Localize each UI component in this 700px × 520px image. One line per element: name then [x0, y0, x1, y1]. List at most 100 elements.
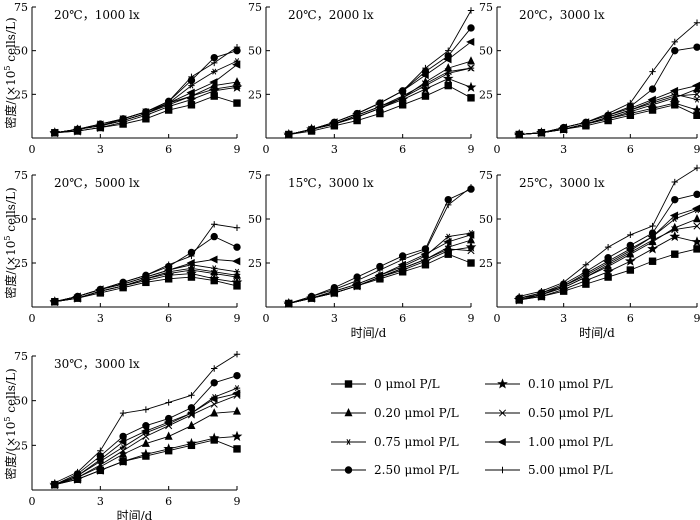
- data-point: [51, 129, 58, 136]
- data-point: [233, 243, 241, 251]
- x-tick-label: 9: [468, 143, 475, 156]
- series-7: [51, 43, 241, 136]
- data-point: [233, 385, 241, 392]
- data-point: [165, 399, 172, 406]
- data-point: [119, 115, 127, 122]
- data-point: [353, 110, 361, 117]
- x-tick-label: 0: [263, 312, 270, 325]
- data-point: [140, 427, 150, 436]
- data-point: [399, 87, 406, 95]
- legend-entry: 0.20 μmol P/L: [331, 406, 459, 420]
- y-tick-label: 50: [479, 213, 493, 226]
- data-point: [669, 230, 681, 242]
- data-point: [422, 64, 429, 72]
- data-point: [308, 293, 315, 300]
- x-axis-label: 时间/d: [117, 509, 153, 520]
- legend-marker: [497, 378, 508, 389]
- data-point: [209, 255, 218, 264]
- data-point: [627, 231, 634, 239]
- chart-panel-7: 0 3 6 9 25 50 75 30℃，3000 lx 时间/d: [14, 350, 243, 520]
- data-point: [649, 68, 656, 75]
- data-point: [186, 437, 197, 449]
- panel-title: 20℃，3000 lx: [519, 8, 605, 22]
- data-point: [165, 98, 172, 105]
- data-point: [51, 479, 58, 487]
- data-point: [308, 126, 315, 133]
- data-point: [671, 226, 679, 234]
- x-tick-label: 6: [627, 312, 634, 325]
- data-point: [582, 268, 590, 276]
- data-point: [211, 68, 218, 75]
- y-tick-label: 25: [14, 88, 28, 101]
- data-point: [210, 85, 218, 93]
- legend-label: 0.20 μmol P/L: [374, 406, 459, 420]
- data-point: [538, 287, 545, 295]
- legend-entry: 0.50 μmol P/L: [485, 406, 613, 420]
- data-point: [119, 279, 127, 286]
- x-tick-label: 6: [165, 143, 172, 156]
- data-point: [669, 97, 681, 108]
- x-tick-label: 6: [627, 143, 634, 156]
- data-point: [232, 257, 241, 266]
- data-point: [331, 286, 338, 293]
- data-point: [164, 414, 173, 423]
- y-axis-label-unit: cells/L): [4, 17, 18, 65]
- legend-marker: [344, 466, 353, 474]
- data-point: [119, 409, 127, 417]
- data-point: [51, 298, 58, 305]
- y-axis-label-unit: cells/L): [4, 368, 18, 416]
- data-point: [467, 235, 475, 244]
- data-point: [649, 222, 656, 230]
- series-7: [51, 221, 241, 305]
- x-tick-label: 6: [165, 495, 172, 508]
- data-point: [74, 126, 81, 133]
- series-line: [54, 223, 238, 303]
- data-point: [465, 241, 477, 252]
- data-point: [604, 243, 612, 251]
- series-line: [288, 41, 472, 135]
- x-tick-label: 9: [468, 312, 475, 325]
- data-point: [211, 265, 218, 272]
- y-tick-label: 75: [14, 169, 28, 182]
- data-point: [467, 65, 475, 72]
- data-point: [467, 56, 475, 65]
- legend-entry: 0.10 μmol P/L: [485, 377, 613, 391]
- y-tick-label: 50: [14, 45, 28, 58]
- data-point: [165, 261, 172, 268]
- data-point: [352, 280, 361, 289]
- y-axis-label: 密度/(×105 cells/L): [3, 187, 18, 298]
- data-point: [466, 37, 475, 46]
- y-tick-label: 25: [479, 88, 493, 101]
- data-point: [97, 122, 104, 129]
- data-point: [233, 43, 241, 51]
- x-tick-label: 6: [165, 312, 172, 325]
- data-point: [445, 70, 452, 77]
- y-tick-label: 75: [14, 350, 28, 363]
- y-axis-label: 密度/(×105 cells/L): [3, 17, 18, 128]
- panel-title: 20℃，5000 lx: [54, 176, 140, 190]
- data-point: [74, 293, 81, 300]
- data-point: [331, 119, 338, 126]
- data-point: [233, 224, 241, 231]
- data-point: [74, 468, 81, 476]
- data-point: [142, 108, 150, 115]
- data-point: [233, 445, 241, 453]
- data-point: [186, 88, 195, 97]
- legend-entry: 5.00 μmol P/L: [485, 463, 613, 477]
- chart-panel-6: 0 3 6 9 25 50 75 25℃，3000 lx 时间/d: [479, 164, 700, 340]
- data-point: [209, 394, 218, 403]
- data-point: [420, 83, 431, 94]
- data-point: [693, 222, 700, 230]
- data-point: [142, 421, 150, 430]
- x-tick-label: 3: [97, 143, 104, 156]
- x-tick-label: 0: [494, 312, 501, 325]
- x-tick-label: 0: [29, 143, 36, 156]
- y-tick-label: 25: [479, 257, 493, 270]
- x-tick-label: 3: [97, 495, 104, 508]
- data-point: [693, 90, 700, 98]
- y-axis-label: 密度/(×105 cells/L): [3, 368, 18, 479]
- data-point: [119, 449, 128, 458]
- series-line: [54, 353, 238, 484]
- data-point: [560, 124, 567, 131]
- data-point: [208, 85, 220, 96]
